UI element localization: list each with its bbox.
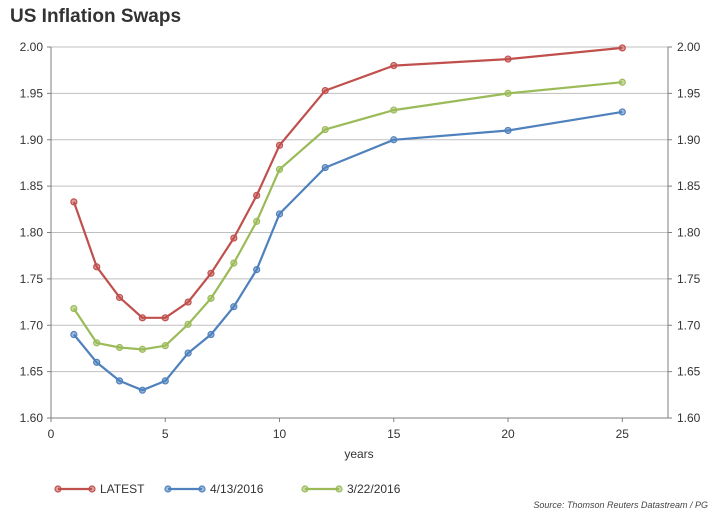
legend-item: 3/22/2016 [301,482,401,496]
data-point [390,61,398,70]
data-point [275,210,284,218]
y-tick-label: 1.70 [20,318,44,332]
series-latest [70,44,626,322]
data-point [93,263,101,271]
data-point [207,269,215,277]
legend: LATEST 4/13/2016 3/22/2016 [54,482,401,496]
data-point [115,293,124,302]
series-3-22-2016 [70,78,626,353]
data-point [115,343,124,352]
data-point [321,163,329,172]
data-point [207,294,215,302]
x-tick-label: 0 [48,427,55,441]
y-tick-label: 1.80 [20,226,44,240]
data-point [138,345,147,353]
y-tick-label: 1.95 [20,86,44,100]
data-point [184,298,192,306]
y-tick-label: 1.90 [20,133,44,147]
y-tick-label: 1.60 [20,411,44,425]
y-tick-label-right: 1.65 [677,365,701,379]
y-tick-label-right: 1.80 [677,226,701,240]
x-tick-label: 5 [162,427,169,441]
data-point [138,314,147,322]
x-axis-label: years [344,447,373,461]
data-point [93,358,101,366]
y-tick-label-right: 1.60 [677,411,701,425]
legend-label: 3/22/2016 [347,482,401,496]
source-note: Source: Thomson Reuters Datastream / PG [533,500,708,510]
y-tick-label: 1.65 [20,365,44,379]
data-point [504,89,512,97]
data-point [275,141,284,149]
data-point [70,304,78,313]
data-point [618,108,626,116]
y-tick-label-right: 2.00 [677,40,701,54]
y-tick-label: 2.00 [20,40,44,54]
data-point [70,330,78,339]
data-point [161,314,169,322]
series-line [72,46,623,319]
y-tick-label-right: 1.70 [677,318,701,332]
data-point [115,377,124,385]
data-point [390,136,398,144]
x-tick-label: 10 [273,427,287,441]
x-tick-label: 15 [387,427,401,441]
data-point [93,339,101,347]
data-point [161,377,169,385]
legend-item: 4/13/2016 [164,482,264,496]
data-point [230,259,238,267]
y-tick-label: 1.85 [20,179,44,193]
legend-label: 4/13/2016 [210,482,264,496]
data-point [321,86,329,95]
y-tick-label-right: 1.75 [677,272,701,286]
legend-label: LATEST [100,482,145,496]
y-tick-label-right: 1.90 [677,133,701,147]
data-point [70,198,78,206]
legend-marker [335,485,343,493]
chart-title: US Inflation Swaps [10,6,182,27]
data-point [161,342,169,350]
y-tick-label-right: 1.95 [677,86,701,100]
x-axis-ticks: 0 5 10 15 20 25 [48,418,630,441]
data-point [390,106,398,114]
legend-item: LATEST [54,482,145,496]
legend-marker [198,485,206,493]
y-axis-right-ticks: 1.60 1.65 1.70 1.75 1.80 1.85 1.90 1.95 2.00 [668,40,701,425]
legend-marker [54,485,62,493]
gridlines [51,46,668,373]
data-point [207,330,215,339]
data-point [138,386,147,394]
data-point [275,165,284,174]
data-point [230,303,238,311]
data-point [184,320,192,328]
y-tick-label-right: 1.85 [677,179,701,193]
legend-marker [88,485,96,493]
data-point [618,44,626,52]
data-point [504,126,512,135]
series-4-13-2016 [70,108,626,394]
series-line [72,81,623,351]
data-point [230,234,238,242]
data-point [618,78,626,86]
data-point [253,191,261,199]
data-point [184,349,192,357]
legend-marker [164,485,172,493]
data-point [504,55,512,63]
legend-marker [301,485,309,493]
series-line [73,110,623,392]
x-tick-label: 20 [501,427,515,441]
series-lines [70,44,626,394]
data-point [321,125,329,134]
y-axis-left-ticks: 1.60 1.65 1.70 1.75 1.80 1.85 1.90 1.95 2.00 [20,40,51,425]
x-tick-label: 25 [616,427,630,441]
y-tick-label: 1.75 [20,272,44,286]
data-point [253,217,261,225]
data-point [253,266,261,274]
